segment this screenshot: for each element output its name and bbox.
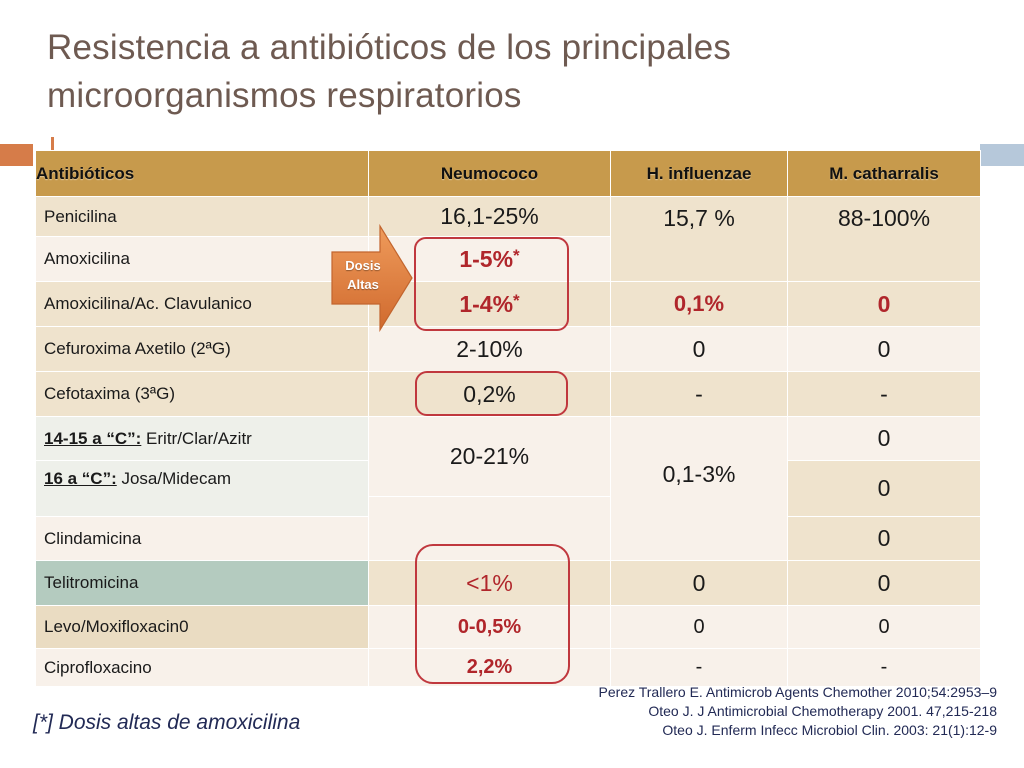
neumococo-value: 20-21%: [368, 416, 611, 497]
antibiotic-list: Josa/Midecam: [116, 469, 232, 488]
m-catharralis-value: 88-100%: [787, 196, 981, 282]
asterisk-mark: *: [513, 245, 520, 265]
table-row-amoxicilina: Amoxicilina 1-5%*: [35, 236, 981, 282]
h-influenzae-value: -: [610, 371, 788, 417]
m-catharralis-value: 0: [787, 560, 981, 606]
resistance-table: Antibióticos Neumococo H. influenzae M. …: [35, 150, 981, 687]
m-catharralis-value: 0: [787, 516, 981, 561]
slide-title: Resistencia a antibióticos de los princi…: [47, 24, 987, 120]
table-row-macrolidos-14-15: 14-15 a “C”: Eritr/Clar/Azitr 20-21% 0,1…: [35, 416, 981, 561]
slide-title-line-1: Resistencia a antibióticos de los princi…: [47, 28, 732, 67]
table-row-cefotaxima: Cefotaxima (3ªG) 0,2% - -: [35, 371, 981, 417]
highlight-oval-quinolones: [415, 544, 570, 684]
antibiotic-name: Cefuroxima Axetilo (2ªG): [35, 326, 369, 372]
antibiotic-name: Clindamicina: [35, 516, 369, 561]
value-text: 1-4%: [459, 290, 514, 317]
table-row-telitromicina: Telitromicina <1% 0 0: [35, 560, 981, 606]
reference-1: Perez Trallero E. Antimicrob Agents Chem…: [598, 684, 997, 700]
carbon-count-label: 14-15 a “C”:: [44, 428, 142, 448]
value-text: 1-5%: [459, 245, 514, 272]
decorative-band-orange: [0, 144, 33, 166]
table-header-row: Antibióticos Neumococo H. influenzae M. …: [35, 150, 981, 197]
m-catharralis-value: -: [787, 648, 981, 687]
callout-line-2: Altas: [347, 277, 379, 292]
footnote: [*] Dosis altas de amoxicilina: [33, 711, 301, 734]
h-influenzae-value: 15,7 %: [610, 196, 788, 282]
slide-title-line-2: microorganismos respiratorios: [47, 76, 522, 115]
h-influenzae-value: 0: [610, 560, 788, 606]
neumococo-value: <1%: [368, 560, 611, 606]
carbon-count-label: 16 a “C”:: [44, 469, 117, 488]
dosis-altas-label: Dosis Altas: [333, 256, 393, 294]
antibiotic-name: Telitromicina: [35, 560, 369, 606]
highlight-oval-cefotaxima: [415, 371, 568, 416]
neumococo-value: 16,1-25%: [368, 196, 611, 237]
m-catharralis-value: 0: [787, 416, 981, 461]
h-influenzae-value: 0: [610, 326, 788, 372]
h-influenzae-value: 0,1%: [610, 281, 788, 327]
h-influenzae-value: -: [610, 648, 788, 687]
antibiotic-name: Levo/Moxifloxacin0: [35, 605, 369, 649]
highlight-oval-amoxicilina: [414, 237, 569, 331]
antibiotic-name: 16 a “C”: Josa/Midecam: [35, 460, 369, 517]
reference-2: Oteo J. J Antimicrobial Chemotherapy 200…: [648, 703, 997, 719]
h-influenzae-value: 0: [610, 605, 788, 649]
column-header-m-catharralis: M. catharralis: [787, 150, 981, 197]
h-influenzae-value: 0,1-3%: [610, 416, 788, 561]
m-catharralis-value: -: [787, 371, 981, 417]
antibiotic-name: Penicilina: [35, 196, 369, 237]
callout-line-1: Dosis: [345, 258, 381, 273]
neumococo-value: 2-10%: [368, 326, 611, 372]
antibiotic-name: Amoxicilina: [35, 236, 369, 282]
table-row-ciprofloxacino: Ciprofloxacino 2,2% - -: [35, 648, 981, 687]
dosis-altas-arrow-icon: [331, 224, 413, 332]
m-catharralis-value: 0: [787, 460, 981, 517]
antibiotic-name: 14-15 a “C”: Eritr/Clar/Azitr: [35, 416, 369, 461]
references: Perez Trallero E. Antimicrob Agents Chem…: [599, 683, 997, 740]
asterisk-mark: *: [513, 290, 520, 310]
reference-3: Oteo J. Enferm Infecc Microbiol Clin. 20…: [662, 722, 997, 738]
table-row-cefuroxima: Cefuroxima Axetilo (2ªG) 2-10% 0 0: [35, 326, 981, 372]
m-catharralis-value: 0: [787, 605, 981, 649]
column-header-h-influenzae: H. influenzae: [610, 150, 788, 197]
column-header-antibioticos: Antibióticos: [35, 150, 369, 197]
m-catharralis-value: 0: [787, 281, 981, 327]
neumococo-value: 2,2%: [368, 648, 611, 687]
table-row-levo-moxifloxacino: Levo/Moxifloxacin0 0-0,5% 0 0: [35, 605, 981, 649]
antibiotic-name: Amoxicilina/Ac. Clavulanico: [35, 281, 369, 327]
antibiotic-name: Cefotaxima (3ªG): [35, 371, 369, 417]
neumococo-empty-cell: [368, 496, 611, 561]
decorative-band-blue: [980, 144, 1024, 166]
neumococo-value: 1-4%*: [368, 281, 611, 327]
table-row-clindamicina: Clindamicina 0: [35, 516, 981, 561]
m-catharralis-value: 0: [787, 326, 981, 372]
table-row-penicilina: Penicilina 16,1-25% 15,7 % 88-100%: [35, 196, 981, 282]
column-header-neumococo: Neumococo: [368, 150, 611, 197]
antibiotic-list: Eritr/Clar/Azitr: [141, 428, 252, 448]
table-row-spacer: [36, 496, 981, 561]
neumococo-value: 0,2%: [368, 371, 611, 417]
antibiotic-name: Ciprofloxacino: [35, 648, 369, 687]
